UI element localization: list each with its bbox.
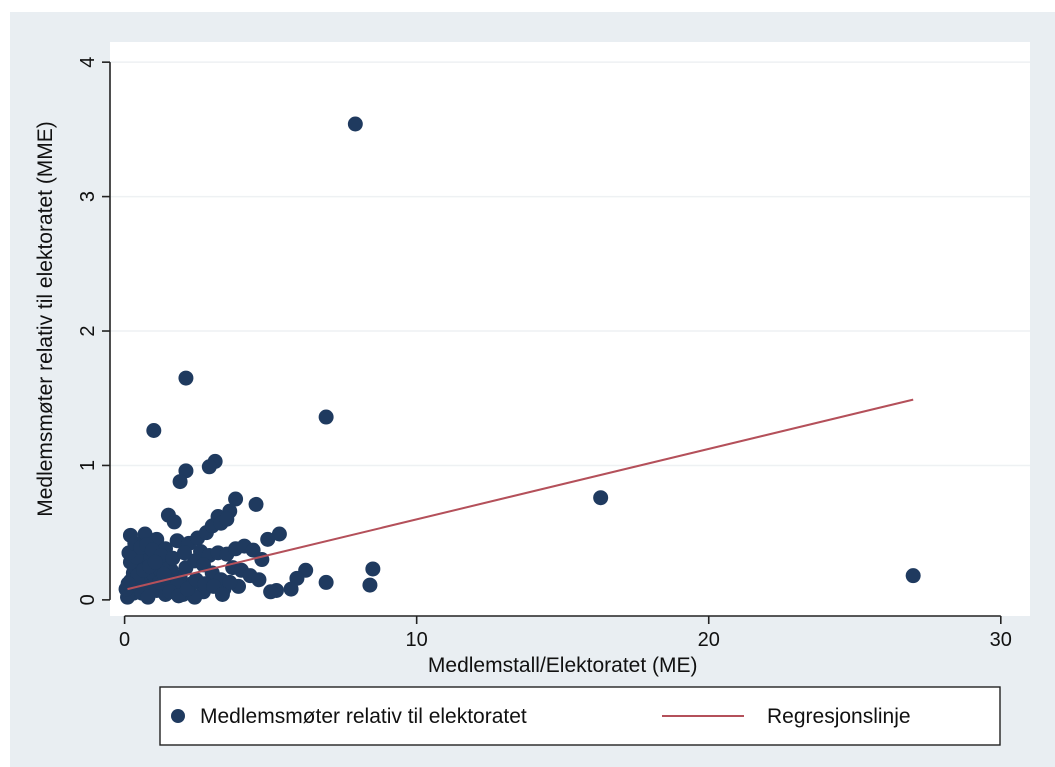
scatter-point: [318, 409, 334, 425]
scatter-point: [365, 561, 381, 577]
scatter-point: [165, 550, 181, 566]
scatter-point: [201, 459, 217, 475]
grid-layer: [110, 61, 1030, 467]
top-strip: [0, 0, 1055, 12]
scatter-point: [140, 589, 156, 605]
x-tick-label: 20: [698, 629, 720, 651]
y-tick-label: 0: [77, 594, 99, 605]
scatter-point: [214, 586, 230, 602]
scatter-point: [147, 554, 163, 570]
scatter-point: [260, 531, 276, 547]
scatter-point: [156, 566, 172, 582]
x-axis-title: Medlemstall/Elektoratet (ME): [428, 654, 698, 677]
scatter-point: [219, 511, 235, 527]
data-layer: [118, 116, 921, 605]
scatter-point: [146, 422, 162, 438]
scatter-point: [179, 581, 195, 597]
legend-label-scatter: Medlemsmøter relativ til elektoratet: [200, 705, 527, 728]
scatter-point: [283, 581, 299, 597]
x-tick-label: 10: [406, 629, 428, 651]
top-caption-text: [0, 0, 1055, 10]
plot-area: [110, 42, 1030, 616]
scatter-point: [166, 514, 182, 530]
y-tick-label: 3: [77, 191, 99, 202]
chart-figure: 0 1 2 3 4 0 10 20 30 Medlemstall/Elektoratet (ME…: [10, 12, 1055, 767]
y-tick-label: 2: [77, 325, 99, 336]
axis-titles: Medlemstall/Elektoratet (ME) Medlemsmøter…: [34, 121, 697, 677]
scatter-point: [169, 533, 185, 549]
x-tick-label: 30: [990, 629, 1012, 651]
scatter-point: [245, 542, 261, 558]
axes-layer: 0 1 2 3 4 0 10 20 30: [77, 57, 1012, 651]
scatter-point: [251, 572, 267, 588]
y-axis-title: Medlemsmøter relativ til elektoratet (MM…: [34, 121, 57, 517]
y-tick-label: 4: [77, 57, 99, 68]
legend-marker-scatter: [171, 709, 185, 723]
scatter-point: [593, 490, 609, 506]
scatter-point: [176, 545, 192, 561]
scatter-point: [178, 370, 194, 386]
scatter-point: [248, 496, 264, 512]
scatter-point: [228, 491, 244, 507]
legend-box: [159, 686, 1001, 746]
scatter-point: [271, 526, 287, 542]
scatter-point: [318, 574, 334, 590]
scatter-point: [347, 116, 363, 132]
y-tick-label: 1: [77, 460, 99, 471]
x-tick-label: 0: [119, 629, 130, 651]
scatter-point: [172, 474, 188, 490]
legend: Medlemsmøter relativ til elektoratet Regr…: [159, 686, 1001, 746]
scatter-point: [222, 574, 238, 590]
scatter-point: [263, 584, 279, 600]
scatter-point: [254, 552, 270, 568]
legend-label-line: Regresjonslinje: [767, 705, 911, 728]
scatter-point: [362, 577, 378, 593]
scatter-point: [905, 568, 921, 584]
regression-line: [127, 398, 914, 591]
chart-svg: 0 1 2 3 4 0 10 20 30 Medlemstall/Elektoratet (ME…: [34, 42, 1030, 746]
